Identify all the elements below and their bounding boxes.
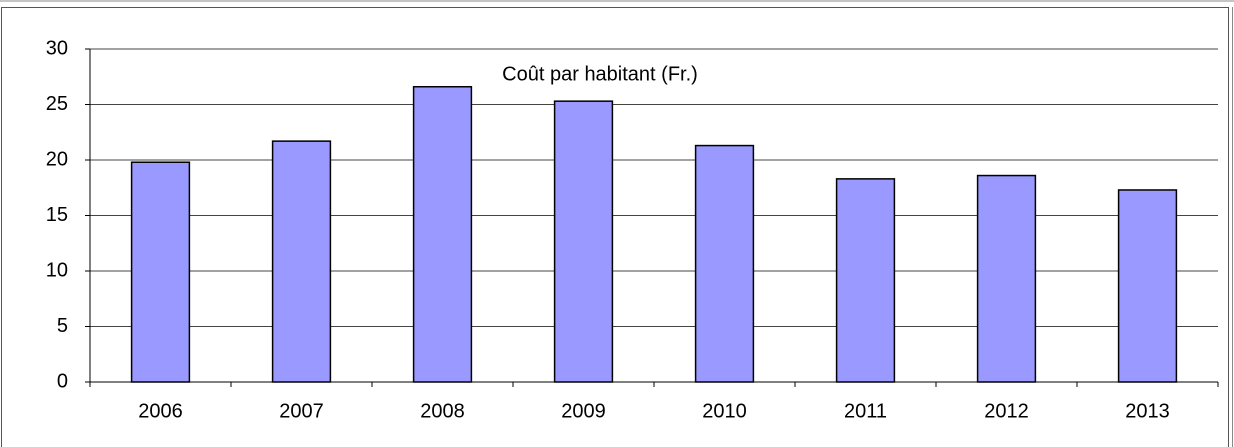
x-tick-label: 2012: [984, 400, 1029, 422]
x-tick-label: 2013: [1125, 400, 1170, 422]
x-tick-label: 2011: [844, 400, 887, 422]
x-tick-label: 2006: [138, 400, 183, 422]
y-tick-label: 20: [46, 148, 68, 170]
x-tick-label: 2007: [279, 400, 324, 422]
y-tick-label: 5: [57, 315, 68, 337]
bar: [553, 100, 614, 383]
chart-title: Coût par habitant (Fr.): [502, 63, 698, 85]
bar: [1117, 189, 1178, 383]
bar: [835, 178, 896, 383]
bar: [976, 174, 1037, 383]
bar: [412, 85, 473, 383]
x-tick-label: 2009: [561, 400, 606, 422]
y-tick-label: 15: [46, 204, 68, 226]
y-tick-label: 25: [46, 93, 68, 115]
y-tick-label: 0: [57, 370, 68, 392]
chart-frame: [1, 7, 1229, 447]
y-tick-label: 30: [46, 37, 68, 59]
bar: [271, 140, 332, 383]
x-tick-label: 2010: [702, 400, 747, 422]
bar: [694, 144, 755, 383]
x-tick-label: 2008: [420, 400, 465, 422]
bar: [130, 161, 191, 383]
y-tick-label: 10: [46, 259, 68, 281]
